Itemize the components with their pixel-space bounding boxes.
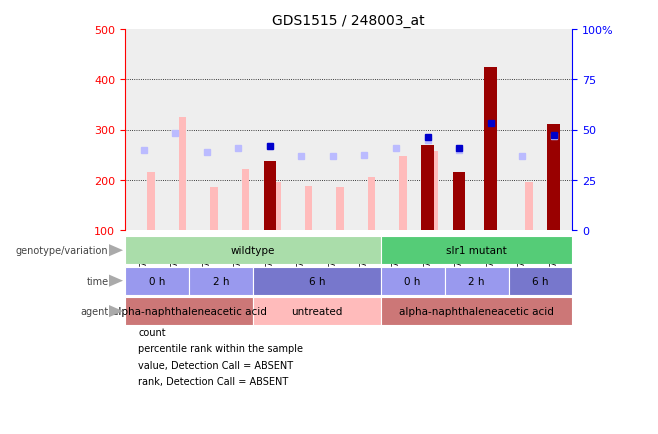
Bar [125,297,253,326]
Text: genotype/variation: genotype/variation [16,246,109,256]
Bar [125,237,381,265]
Bar [273,183,281,230]
Text: 6 h: 6 h [532,276,549,286]
Bar [189,267,253,295]
Bar [147,173,155,230]
Polygon shape [109,305,123,318]
Text: untreated: untreated [291,306,342,316]
Bar [305,186,312,230]
Text: rank, Detection Call = ABSENT: rank, Detection Call = ABSENT [138,377,288,386]
Bar [453,173,465,230]
Text: 0 h: 0 h [149,276,165,286]
Polygon shape [109,244,123,257]
Bar [368,178,375,230]
Bar [178,118,186,230]
Text: agent: agent [80,306,109,316]
Bar [509,267,572,295]
Bar [399,156,407,230]
Bar [264,161,276,230]
Text: count: count [138,327,166,337]
Bar [253,297,381,326]
Text: value, Detection Call = ABSENT: value, Detection Call = ABSENT [138,360,293,370]
Text: 2 h: 2 h [468,276,485,286]
Bar [210,187,218,230]
Text: percentile rank within the sample: percentile rank within the sample [138,344,303,353]
Bar [253,267,381,295]
Text: wildtype: wildtype [231,246,275,256]
Text: 6 h: 6 h [309,276,325,286]
Bar [381,297,572,326]
Title: GDS1515 / 248003_at: GDS1515 / 248003_at [272,14,425,28]
Bar [241,169,249,230]
Bar [431,151,438,230]
Polygon shape [109,275,123,287]
Text: alpha-naphthaleneacetic acid: alpha-naphthaleneacetic acid [111,306,266,316]
Text: alpha-naphthaleneacetic acid: alpha-naphthaleneacetic acid [399,306,554,316]
Bar [336,187,343,230]
Text: slr1 mutant: slr1 mutant [446,246,507,256]
Text: 2 h: 2 h [213,276,229,286]
Bar [484,68,497,230]
Bar [525,182,533,230]
Bar [421,145,434,230]
Bar [445,267,509,295]
Bar [547,125,560,230]
Bar [125,267,189,295]
Text: time: time [86,276,109,286]
Bar [381,237,572,265]
Bar [381,267,445,295]
Text: 0 h: 0 h [405,276,421,286]
